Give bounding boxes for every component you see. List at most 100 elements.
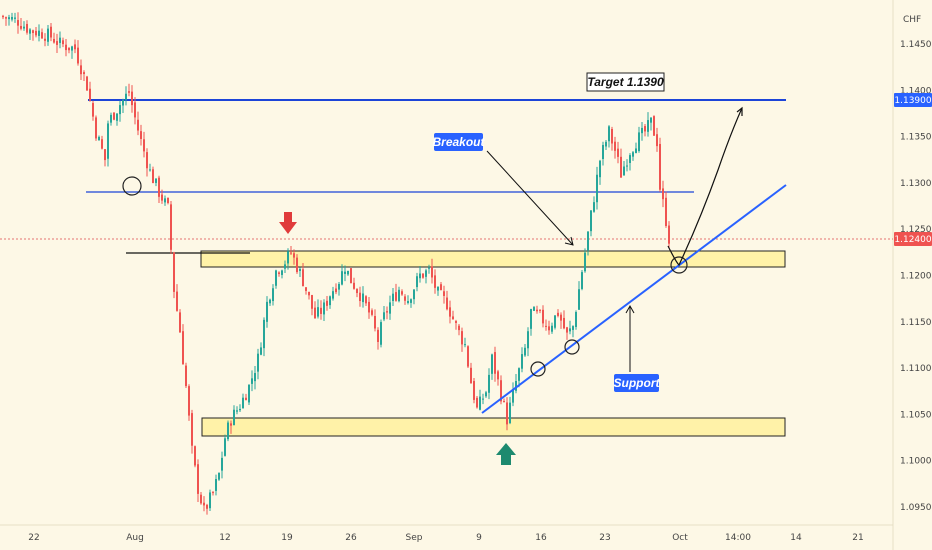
breakout-pointer-head [564, 236, 574, 246]
price-tick-label: 1.13000 [900, 179, 932, 189]
candle-body [254, 373, 256, 382]
candle-body [218, 472, 220, 480]
projected-path [667, 107, 743, 267]
candle-body [284, 264, 286, 269]
candle-body [50, 26, 52, 38]
candle-body [161, 194, 163, 201]
candle-body [509, 402, 511, 424]
time-tick-label: Oct [672, 533, 688, 543]
candle-body [425, 270, 427, 277]
breakout-callout-text: Breakout [432, 135, 485, 149]
candle-body [464, 344, 466, 346]
candle-body [368, 301, 370, 313]
candle-body [395, 292, 397, 301]
candle-body [668, 225, 670, 244]
candle-body [203, 502, 205, 506]
candle-body [242, 397, 244, 409]
time-tick-label: 16 [535, 533, 547, 543]
price-tick-label: 1.11500 [900, 318, 932, 328]
candle-body [134, 102, 136, 118]
candle-body [86, 76, 88, 91]
candle-body [122, 99, 124, 106]
candle-body [650, 117, 652, 123]
candle-body [311, 295, 313, 309]
candle-body [662, 188, 664, 200]
candle-body [116, 113, 118, 121]
projected-path-arrowhead [736, 106, 743, 116]
candle-body [512, 389, 514, 403]
candle-body [458, 325, 460, 331]
candle-body [236, 410, 238, 412]
candle-body [554, 315, 556, 328]
candle-body [647, 120, 649, 132]
candle-body [440, 284, 442, 291]
candle-body [119, 105, 121, 115]
candle-body [74, 44, 76, 50]
price-axis[interactable]: 1.14500 1.14000 1.13500 1.13000 1.12500 1.120… [900, 40, 932, 513]
candle-body [419, 273, 421, 279]
candle-body [476, 397, 478, 408]
candle-body [347, 270, 349, 275]
candle-body [296, 257, 298, 273]
candle-body [644, 126, 646, 132]
candle-body [38, 30, 40, 36]
candle-body [257, 353, 259, 372]
target-price-tag: 1.13900 [894, 93, 932, 107]
candle-body [41, 32, 43, 39]
candle-body [326, 300, 328, 306]
candle-body [158, 177, 160, 197]
candle-body [620, 156, 622, 178]
candle-body [437, 286, 439, 291]
candle-body [461, 331, 463, 345]
support-trend-line [481, 184, 787, 414]
candle-body [320, 307, 322, 314]
candle-body [386, 311, 388, 313]
candle-body [563, 317, 565, 329]
candle-body [635, 148, 637, 154]
candle-body [521, 354, 523, 369]
candle-body [197, 464, 199, 494]
candle-body [194, 446, 196, 466]
candle-body [23, 26, 25, 29]
time-tick-label: Sep [406, 533, 423, 543]
candle-body [413, 289, 415, 300]
candle-body [182, 331, 184, 365]
sell-arrow-icon [279, 212, 297, 234]
candle-body [389, 302, 391, 314]
candle-body [488, 374, 490, 393]
candle-body [371, 310, 373, 315]
candle-body [317, 307, 319, 317]
price-tick-label: 1.13500 [900, 133, 932, 143]
candle-body [353, 282, 355, 289]
candle-body [329, 296, 331, 306]
candle-body [482, 398, 484, 400]
candle-body [47, 28, 49, 42]
retest-circle [122, 176, 142, 196]
candle-body [227, 422, 229, 440]
candle-body [212, 492, 214, 494]
candle-body [230, 423, 232, 426]
time-tick-label: 23 [599, 533, 610, 543]
candle-body [248, 384, 250, 403]
candle-body [164, 198, 166, 203]
candle-body [497, 371, 499, 380]
candle-body [98, 136, 100, 141]
candle-body [278, 272, 280, 274]
candle-body [449, 307, 451, 317]
time-axis[interactable]: 22 Aug 12 19 26 Sep 9 16 23 Oct 14:00 14 21 [28, 533, 863, 543]
candle-body [128, 91, 130, 93]
time-tick-label: 22 [28, 533, 39, 543]
candle-body [374, 315, 376, 329]
demand-zone [201, 417, 786, 437]
candle-body [575, 312, 577, 327]
candle-body [467, 346, 469, 367]
candles-group [2, 12, 670, 515]
candle-body [587, 231, 589, 251]
candle-body [506, 402, 508, 425]
candle-body [593, 202, 595, 212]
candle-body [503, 400, 505, 402]
candle-body [17, 20, 19, 26]
time-tick-label: 21 [852, 533, 863, 543]
